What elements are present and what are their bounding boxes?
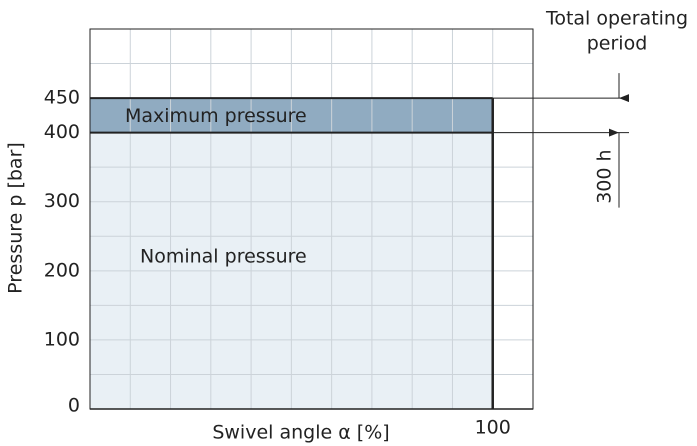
y-tick-label: 0 [68,395,80,417]
y-tick-label: 450 [44,87,80,109]
duration-label: 300 h [594,149,616,203]
y-tick-label: 300 [44,190,80,212]
y-tick-label: 400 [44,121,80,143]
region-label: Maximum pressure [125,105,307,127]
annotation: period [587,33,648,55]
x-tick-label: 100 [475,417,511,439]
y-tick-label: 200 [44,259,80,281]
annotation: Total operating [545,8,688,30]
y-tick-label: 100 [44,328,80,350]
y-axis-label: Pressure p [bar] [5,142,27,294]
x-axis-label: Swivel angle α [%] [212,422,389,444]
region-label: Nominal pressure [140,246,307,268]
